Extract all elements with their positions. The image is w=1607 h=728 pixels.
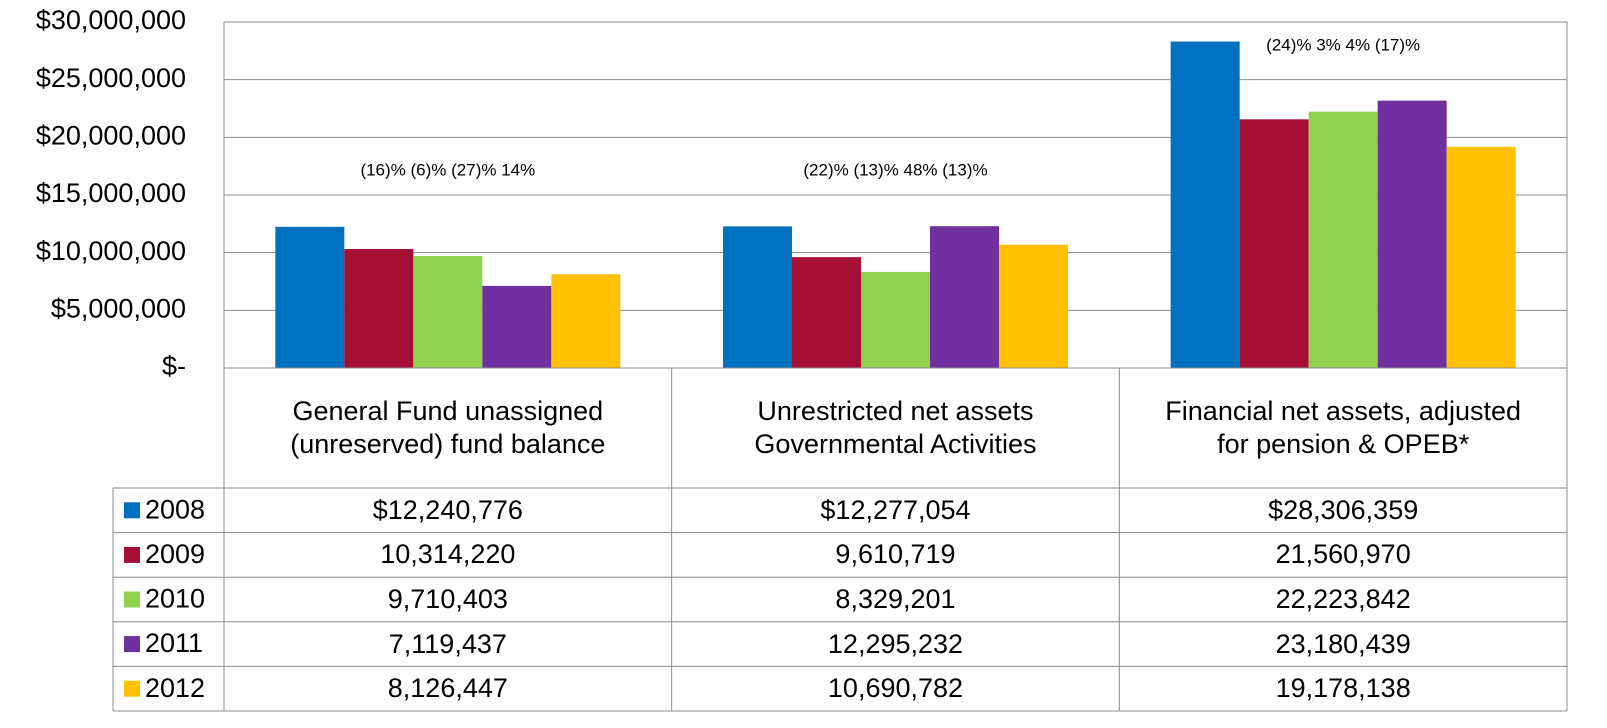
bar [482, 285, 552, 368]
bar [999, 244, 1068, 368]
bar [792, 257, 861, 368]
table-value: 12,295,232 [827, 628, 964, 659]
legend-label: 2012 [145, 673, 205, 703]
legend-label: 2010 [145, 584, 205, 614]
legend-swatch [124, 546, 140, 563]
y-tick-label: $20,000,000 [36, 120, 186, 150]
table-value: 19,178,138 [1275, 673, 1411, 704]
annotation: (24)% 3% 4% (17)% [1266, 35, 1420, 54]
table-value: $12,240,776 [372, 494, 523, 525]
table-value: 10,314,220 [380, 539, 516, 570]
table-value: 21,560,970 [1275, 539, 1411, 570]
bar [344, 249, 414, 368]
bar [275, 226, 345, 368]
bar [930, 226, 999, 368]
bar [551, 274, 621, 368]
legend-swatch [124, 680, 140, 697]
y-tick-label: $30,000,000 [36, 5, 186, 35]
legend-label: 2009 [145, 539, 205, 569]
y-tick-label: $- [162, 351, 186, 381]
table-value: 8,329,201 [835, 583, 956, 614]
bar [1446, 146, 1516, 368]
bar [723, 226, 792, 368]
y-tick-label: $10,000,000 [36, 236, 186, 266]
y-tick-label: $25,000,000 [36, 63, 186, 93]
legend-swatch [124, 636, 140, 653]
y-tick-label: $5,000,000 [51, 293, 186, 323]
bar [1308, 111, 1378, 368]
table-value: 22,223,842 [1275, 583, 1411, 614]
legend-swatch [124, 502, 140, 519]
table-value: 9,610,719 [835, 539, 956, 570]
annotation: (16)% (6)% (27)% 14% [360, 160, 535, 179]
category-label: Financial net assets, adjusted for pensi… [1165, 396, 1522, 459]
legend-swatch [124, 591, 140, 608]
table-value: 23,180,439 [1275, 628, 1411, 659]
category-label: Unrestricted net assets Governmental Act… [754, 396, 1037, 459]
y-tick-label: $15,000,000 [36, 178, 186, 208]
table-value: 9,710,403 [387, 583, 508, 614]
bar [1239, 119, 1309, 369]
bar [1377, 100, 1447, 368]
annotation: (22)% (13)% 48% (13)% [803, 160, 987, 179]
bar [413, 256, 483, 368]
bar [1170, 41, 1240, 368]
table-value: 10,690,782 [827, 673, 964, 704]
category-label: General Fund unassigned (unreserved) fun… [290, 396, 606, 459]
legend-label: 2008 [145, 494, 205, 524]
bar [861, 271, 930, 368]
legend-label: 2011 [145, 628, 203, 658]
table-value: $28,306,359 [1268, 494, 1419, 525]
table-value: $12,277,054 [820, 494, 971, 525]
table-value: 8,126,447 [387, 673, 508, 704]
table-value: 7,119,437 [388, 628, 507, 659]
